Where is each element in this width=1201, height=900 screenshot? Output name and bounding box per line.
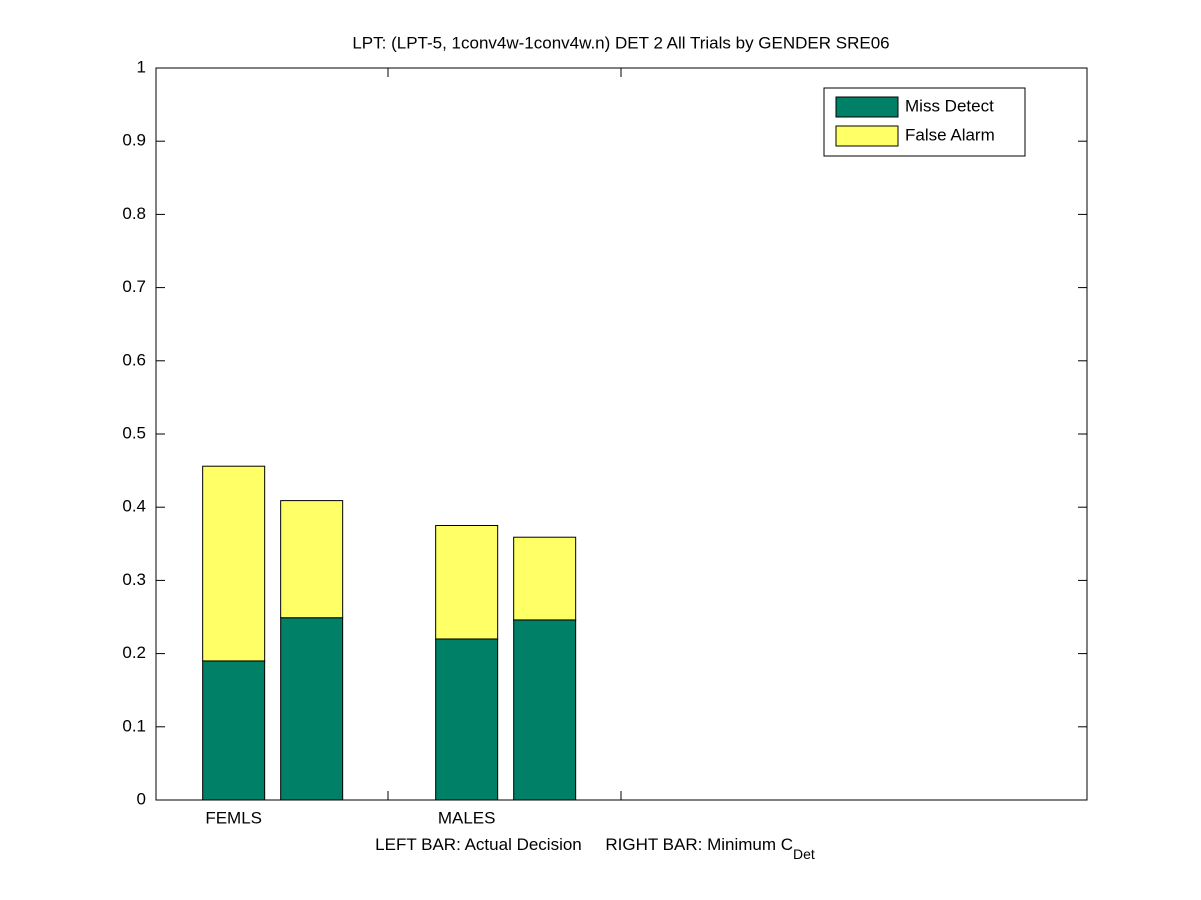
x-label-text: LEFT BAR: Actual Decision RIGHT BAR: Min… (375, 835, 793, 854)
bar-segment (513, 619, 577, 801)
bar-segment (202, 465, 266, 662)
legend-swatch (835, 125, 899, 147)
y-tick-label: 0.6 (122, 350, 146, 369)
bar-segment (513, 536, 577, 621)
y-tick-label: 1 (137, 57, 146, 76)
legend-label: Miss Detect (905, 96, 994, 115)
y-tick-label: 0 (137, 789, 146, 808)
x-label-subscript: Det (793, 846, 815, 862)
bar-segment (435, 638, 499, 801)
y-tick-label: 0.5 (122, 423, 146, 442)
y-tick-label: 0.2 (122, 643, 146, 662)
y-tick-label: 0.7 (122, 277, 146, 296)
legend-swatch (835, 96, 899, 118)
chart-title: LPT: (LPT-5, 1conv4w-1conv4w.n) DET 2 Al… (352, 33, 889, 52)
x-tick-label: MALES (438, 808, 496, 827)
x-tick-label: FEMLS (205, 808, 262, 827)
bar-segment (202, 660, 266, 801)
bar-segment (435, 525, 499, 640)
legend-label: False Alarm (905, 125, 995, 144)
y-tick-label: 0.3 (122, 570, 146, 589)
y-tick-label: 0.4 (122, 497, 146, 516)
y-tick-label: 0.8 (122, 204, 146, 223)
bar-segment (280, 500, 344, 619)
y-tick-label: 0.1 (122, 716, 146, 735)
y-tick-label: 0.9 (122, 131, 146, 150)
bar-segment (280, 617, 344, 801)
x-axis-label: LEFT BAR: Actual Decision RIGHT BAR: Min… (375, 835, 815, 861)
